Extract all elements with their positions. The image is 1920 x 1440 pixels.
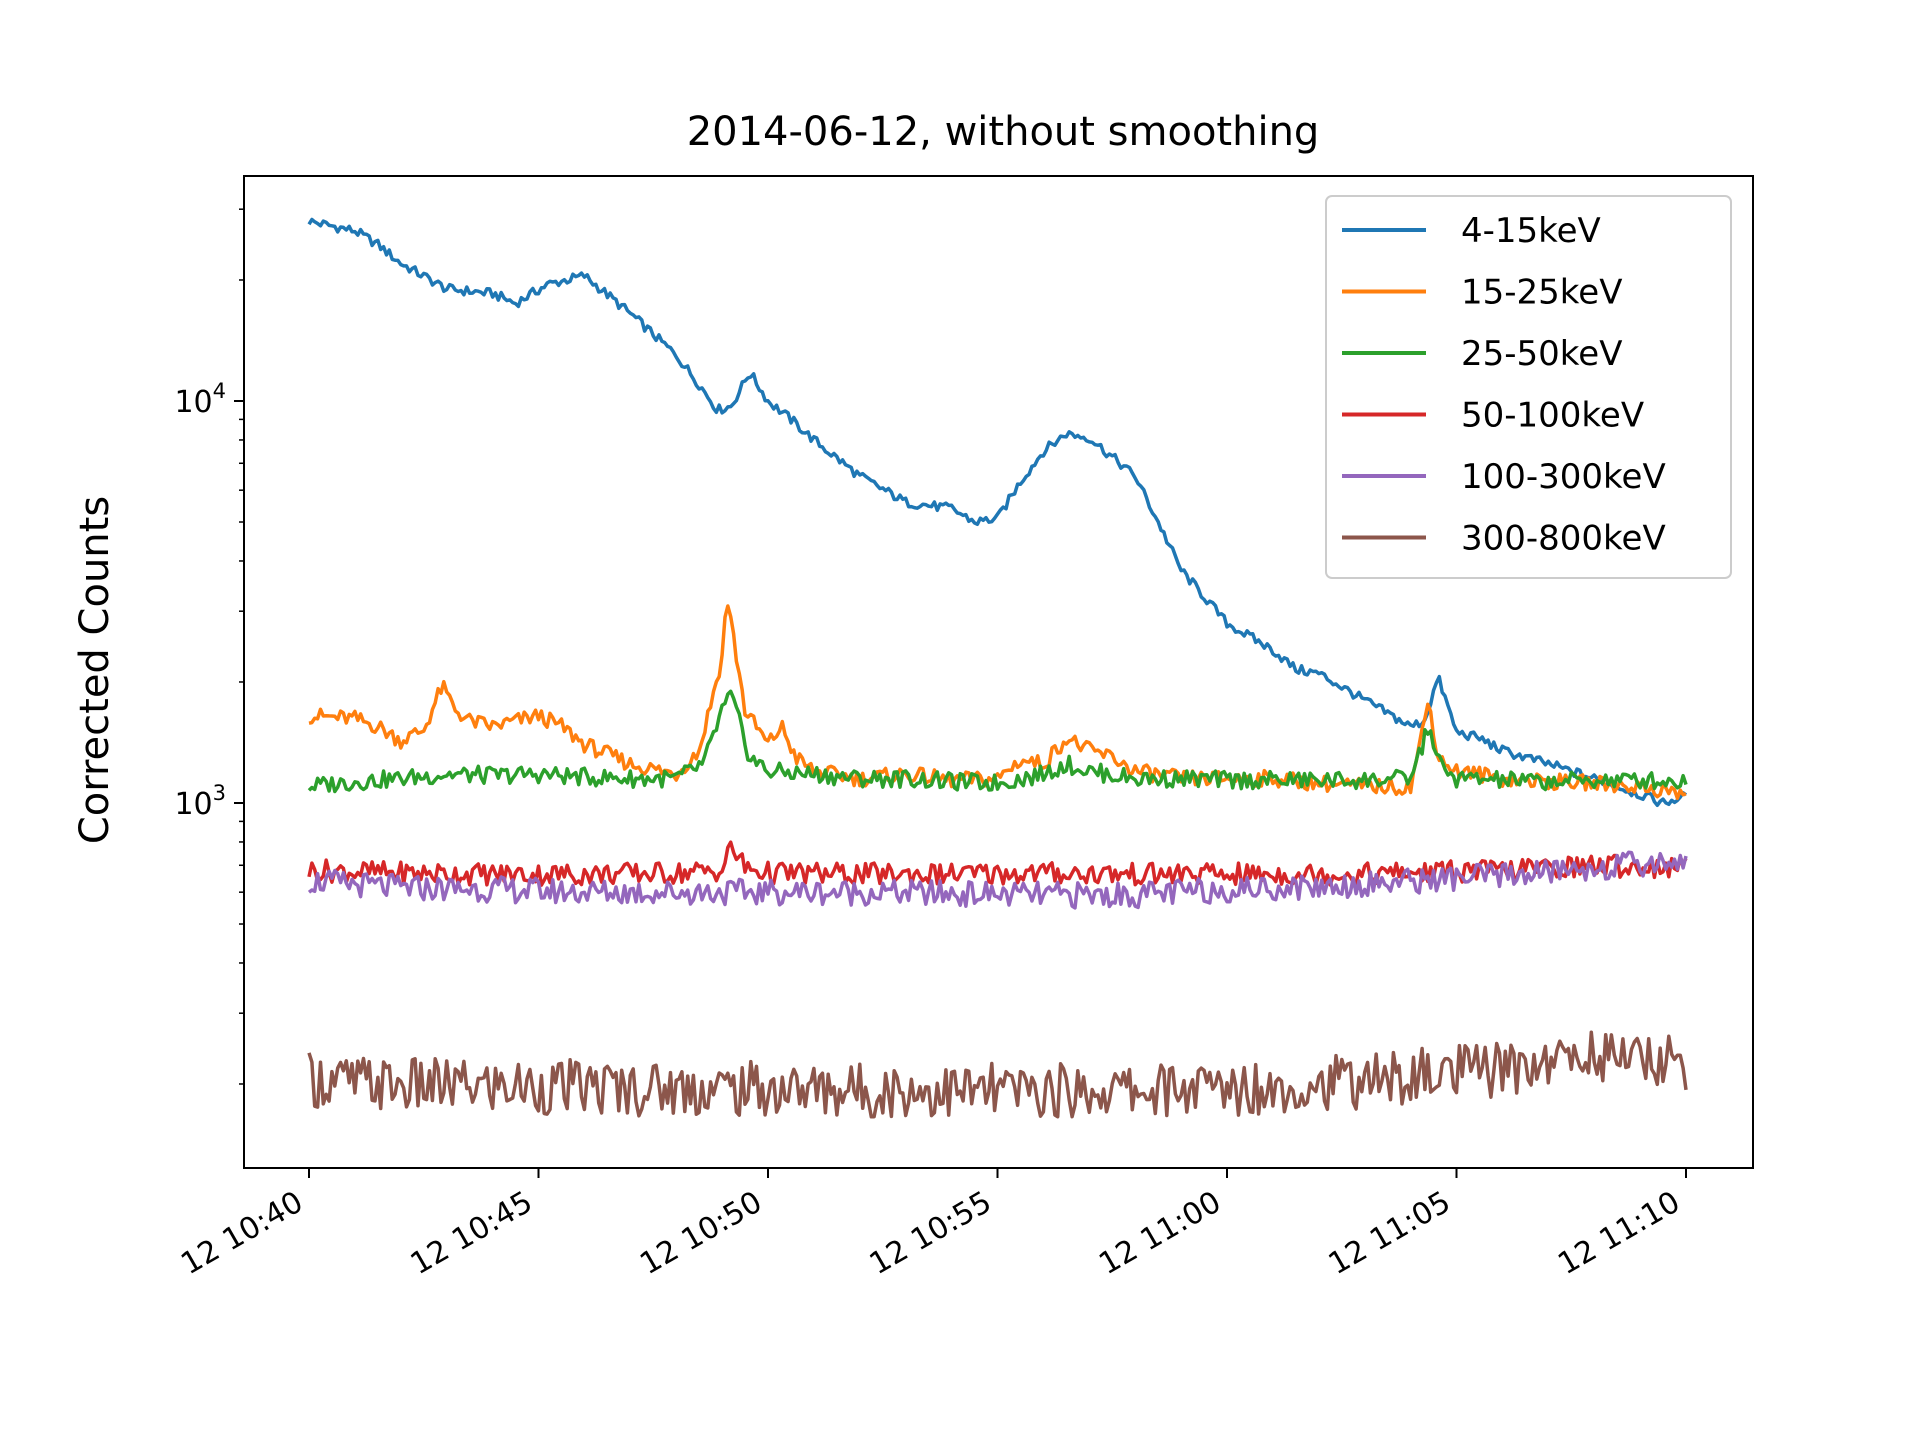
series-15-25keV	[308, 604, 1687, 801]
y-tick-label: 103	[174, 781, 226, 822]
legend: 4-15keV 15-25keV 25-50keV 50-100keV 100-300k…	[1325, 195, 1732, 579]
series-100-300keV	[307, 850, 1688, 910]
series-layer	[307, 217, 1688, 1119]
plot-frame	[243, 175, 1754, 1169]
y-tick-label: 104	[174, 379, 226, 420]
series-line	[307, 1030, 1688, 1119]
legend-label: 50-100keV	[1461, 396, 1644, 436]
legend-label: 100-300keV	[1461, 457, 1666, 497]
y-axis-label: Corrected Counts	[72, 496, 118, 844]
legend-box	[1325, 195, 1732, 579]
legend-label: 25-50keV	[1461, 334, 1622, 374]
series-line	[307, 217, 1688, 808]
series-4-15keV	[307, 217, 1688, 808]
legend-label: 4-15keV	[1461, 211, 1601, 251]
legend-label: 300-800keV	[1461, 519, 1666, 559]
series-line	[307, 689, 1688, 794]
legend-label: 15-25keV	[1461, 273, 1622, 313]
series-line	[308, 604, 1687, 801]
chart-title: 2014-06-12, without smoothing	[687, 109, 1320, 155]
series-300-800keV	[307, 1030, 1688, 1119]
series-25-50keV	[307, 689, 1688, 794]
series-line	[307, 850, 1688, 910]
